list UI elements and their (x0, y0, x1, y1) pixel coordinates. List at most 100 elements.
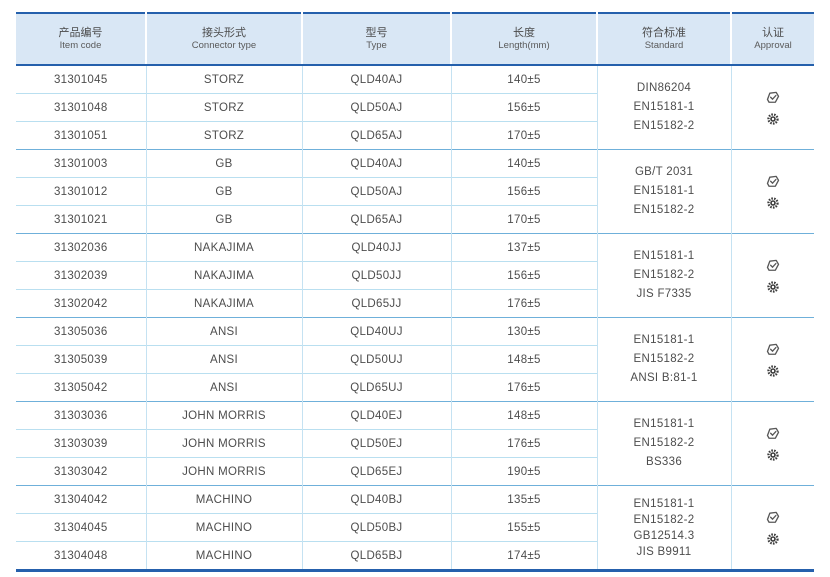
connector-type-cell: MACHINO (145, 513, 302, 542)
table-row: 31301045 STORZ QLD40AJ 140±5 DIN86204 EN1… (16, 65, 814, 150)
length-cell: 156±5 (450, 93, 597, 122)
connector-type-cell: JOHN MORRIS (145, 457, 302, 486)
item-code-cell: 31301045 (16, 65, 146, 94)
product-spec-table: 产品编号 Item code 接头形式 Connector type 型号 Type … (16, 12, 814, 572)
item-code-cell: 31304048 (16, 541, 146, 571)
item-code-cell: 31301021 (16, 205, 146, 234)
type-cell: QLD65JJ (301, 289, 451, 318)
connector-type-cell: JOHN MORRIS (145, 401, 302, 430)
type-cell: QLD40BJ (301, 485, 451, 514)
connector-type-cell: STORZ (145, 65, 302, 94)
standard-cell: GB/T 2031 EN15181-1 EN15182-2 (596, 149, 731, 234)
wheelmark-gear-icon (766, 364, 780, 378)
item-code-cell: 31305039 (16, 345, 146, 374)
length-cell: 137±5 (450, 233, 597, 262)
table-row: 31303036 JOHN MORRIS QLD40EJ 148±5 EN151… (16, 401, 814, 486)
approval-cell (730, 65, 814, 150)
length-cell: 140±5 (450, 149, 597, 178)
table-row: 31302036 NAKAJIMA QLD40JJ 137±5 EN15181-… (16, 233, 814, 318)
wheelmark-gear-icon (766, 280, 780, 294)
item-code-cell: 31301012 (16, 177, 146, 206)
table-row: 31302042 NAKAJIMA QLD65JJ 176±5 (16, 289, 814, 318)
standard-cell: EN15181-1 EN15182-2 GB12514.3 JIS B9911 (596, 485, 731, 571)
table-row: 31304045 MACHINO QLD50BJ 155±5 (16, 513, 814, 542)
type-cell: QLD65AJ (301, 205, 451, 234)
item-code-cell: 31301051 (16, 121, 146, 150)
connector-type-cell: MACHINO (145, 541, 302, 571)
connector-type-cell: ANSI (145, 317, 302, 346)
wheelmark-gear-icon (766, 532, 780, 546)
certification-stamp-icon (765, 90, 781, 105)
length-cell: 140±5 (450, 65, 597, 94)
type-cell: QLD50JJ (301, 261, 451, 290)
col-header-length: 长度 Length(mm) (450, 13, 597, 66)
length-cell: 148±5 (450, 345, 597, 374)
length-cell: 148±5 (450, 401, 597, 430)
col-header-item-code: 产品编号 Item code (16, 13, 146, 66)
type-cell: QLD65EJ (301, 457, 451, 486)
length-cell: 156±5 (450, 177, 597, 206)
col-header-approval: 认证 Approval (730, 13, 814, 66)
length-cell: 176±5 (450, 429, 597, 458)
certification-stamp-icon (765, 174, 781, 189)
connector-type-cell: MACHINO (145, 485, 302, 514)
standard-cell: EN15181-1 EN15182-2 ANSI B:81-1 (596, 317, 731, 402)
connector-type-cell: GB (145, 149, 302, 178)
item-code-cell: 31301048 (16, 93, 146, 122)
length-cell: 176±5 (450, 289, 597, 318)
item-code-cell: 31305042 (16, 373, 146, 402)
standard-cell: EN15181-1 EN15182-2 BS336 (596, 401, 731, 486)
type-cell: QLD65UJ (301, 373, 451, 402)
table-row: 31301012 GB QLD50AJ 156±5 (16, 177, 814, 206)
table-row: 31301051 STORZ QLD65AJ 170±5 (16, 121, 814, 150)
table-row: 31305042 ANSI QLD65UJ 176±5 (16, 373, 814, 402)
wheelmark-gear-icon (766, 112, 780, 126)
table-row: 31302039 NAKAJIMA QLD50JJ 156±5 (16, 261, 814, 290)
standard-cell: EN15181-1 EN15182-2 JIS F7335 (596, 233, 731, 318)
type-cell: QLD65AJ (301, 121, 451, 150)
certification-stamp-icon (765, 426, 781, 441)
table-row: 31301048 STORZ QLD50AJ 156±5 (16, 93, 814, 122)
length-cell: 156±5 (450, 261, 597, 290)
table-row: 31304048 MACHINO QLD65BJ 174±5 (16, 541, 814, 571)
approval-cell (730, 317, 814, 402)
table-row: 31301003 GB QLD40AJ 140±5 GB/T 2031 EN151… (16, 149, 814, 234)
connector-type-cell: ANSI (145, 345, 302, 374)
item-code-cell: 31302039 (16, 261, 146, 290)
length-cell: 170±5 (450, 205, 597, 234)
length-cell: 135±5 (450, 485, 597, 514)
table-row: 31305036 ANSI QLD40UJ 130±5 EN15181-1 EN1… (16, 317, 814, 402)
type-cell: QLD50EJ (301, 429, 451, 458)
wheelmark-gear-icon (766, 448, 780, 462)
type-cell: QLD40AJ (301, 65, 451, 94)
connector-type-cell: NAKAJIMA (145, 261, 302, 290)
col-header-standard: 符合标准 Standard (596, 13, 731, 66)
item-code-cell: 31303042 (16, 457, 146, 486)
type-cell: QLD50AJ (301, 177, 451, 206)
type-cell: QLD40UJ (301, 317, 451, 346)
wheelmark-gear-icon (766, 196, 780, 210)
connector-type-cell: GB (145, 205, 302, 234)
length-cell: 176±5 (450, 373, 597, 402)
length-cell: 155±5 (450, 513, 597, 542)
table-header: 产品编号 Item code 接头形式 Connector type 型号 Type … (16, 13, 814, 66)
length-cell: 170±5 (450, 121, 597, 150)
table-row: 31303042 JOHN MORRIS QLD65EJ 190±5 (16, 457, 814, 486)
item-code-cell: 31304042 (16, 485, 146, 514)
connector-type-cell: NAKAJIMA (145, 233, 302, 262)
item-code-cell: 31303036 (16, 401, 146, 430)
type-cell: QLD50BJ (301, 513, 451, 542)
length-cell: 130±5 (450, 317, 597, 346)
approval-cell (730, 149, 814, 234)
item-code-cell: 31303039 (16, 429, 146, 458)
col-header-connector-type: 接头形式 Connector type (145, 13, 302, 66)
table-row: 31303039 JOHN MORRIS QLD50EJ 176±5 (16, 429, 814, 458)
connector-type-cell: GB (145, 177, 302, 206)
connector-type-cell: NAKAJIMA (145, 289, 302, 318)
type-cell: QLD50UJ (301, 345, 451, 374)
certification-stamp-icon (765, 258, 781, 273)
connector-type-cell: STORZ (145, 93, 302, 122)
type-cell: QLD50AJ (301, 93, 451, 122)
col-header-type: 型号 Type (301, 13, 451, 66)
